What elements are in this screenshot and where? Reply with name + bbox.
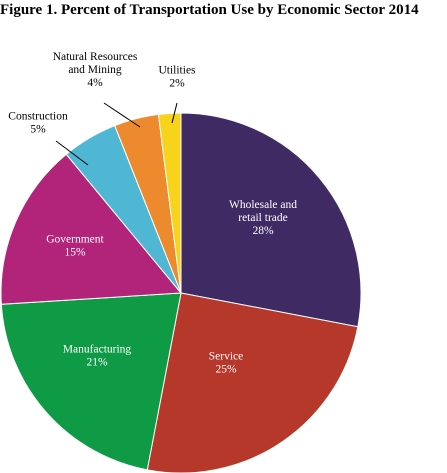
slice-percent-natural-resources-and-mining: 4% xyxy=(87,77,103,89)
slice-label-natural-resources-and-mining: Natural Resources and Mining 4% xyxy=(53,51,138,89)
pie-slice-utilities xyxy=(157,112,182,294)
slice-name-construction: Construction xyxy=(8,111,68,123)
slice-name-wholesale-and-retail-trade: Wholesale and xyxy=(229,199,297,211)
slice-percent-government: 15% xyxy=(64,247,86,259)
leader-line-natural-resources-and-mining xyxy=(103,102,141,128)
slice-percent-utilities: 2% xyxy=(169,78,185,90)
slice-name-natural-resources-and-mining: and Mining xyxy=(68,64,122,76)
slice-label-utilities: Utilities 2% xyxy=(158,65,196,90)
leader-line-utilities xyxy=(171,102,178,124)
slice-percent-manufacturing: 21% xyxy=(86,357,108,369)
slice-name-service: Service xyxy=(209,351,243,363)
slice-percent-wholesale-and-retail-trade: 28% xyxy=(252,225,274,237)
chart-title: Figure 1. Percent of Transportation Use … xyxy=(0,2,419,18)
slice-name-wholesale-and-retail-trade: retail trade xyxy=(238,212,287,224)
pie-slice-manufacturing xyxy=(0,292,182,471)
pie-slice-wholesale-and-retail-trade xyxy=(180,112,362,328)
pie-slice-government xyxy=(0,153,183,305)
slice-name-government: Government xyxy=(46,234,104,246)
slice-name-natural-resources-and-mining: Natural Resources xyxy=(53,51,138,63)
slice-name-utilities: Utilities xyxy=(158,65,196,77)
slice-label-government: Government 15% xyxy=(46,234,104,259)
slice-label-manufacturing: Manufacturing 21% xyxy=(63,344,132,369)
slice-label-wholesale-and-retail-trade: Wholesale and retail trade 28% xyxy=(229,199,297,237)
slice-percent-service: 25% xyxy=(215,364,237,376)
slice-label-construction: Construction 5% xyxy=(8,111,68,136)
slice-label-service: Service 25% xyxy=(209,351,243,376)
slice-percent-construction: 5% xyxy=(30,124,46,136)
slice-name-manufacturing: Manufacturing xyxy=(63,344,132,356)
leader-line-construction xyxy=(55,140,89,166)
